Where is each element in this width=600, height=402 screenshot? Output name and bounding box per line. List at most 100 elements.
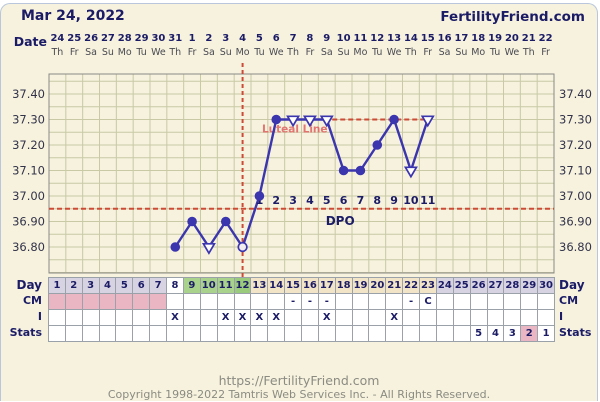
- i-cell-day-15[interactable]: [285, 310, 302, 326]
- cm-cell-day-15[interactable]: -: [285, 294, 302, 310]
- cm-cell-day-11[interactable]: [217, 294, 235, 310]
- cm-cell-day-4[interactable]: [99, 294, 117, 310]
- stats-cell-day-23[interactable]: [420, 326, 437, 342]
- stats-cell-day-19[interactable]: [352, 326, 370, 342]
- temp-point-day-12[interactable]: [237, 241, 248, 253]
- temp-point-day-9[interactable]: [187, 216, 197, 227]
- day-cell-day-16[interactable]: 16: [302, 278, 319, 294]
- day-cell-day-11[interactable]: 11: [217, 278, 235, 294]
- cm-cell-day-13[interactable]: [251, 294, 269, 310]
- stats-cell-day-5[interactable]: [116, 326, 134, 342]
- i-cell-day-20[interactable]: [369, 310, 387, 326]
- i-cell-day-23[interactable]: [420, 310, 437, 326]
- i-cell-day-11[interactable]: X: [217, 310, 235, 326]
- stats-cell-day-12[interactable]: [234, 326, 252, 342]
- i-cell-day-7[interactable]: [150, 310, 168, 326]
- cm-cell-day-26[interactable]: [470, 294, 488, 310]
- cm-cell-day-10[interactable]: [200, 294, 218, 310]
- stats-cell-day-28[interactable]: 3: [504, 326, 522, 342]
- cm-cell-day-27[interactable]: [487, 294, 505, 310]
- day-cell-day-23[interactable]: 23: [420, 278, 437, 294]
- stats-cell-day-18[interactable]: [335, 326, 353, 342]
- stats-cell-day-25[interactable]: [453, 326, 471, 342]
- temp-point-day-22[interactable]: [403, 166, 418, 179]
- i-cell-day-29[interactable]: [521, 310, 539, 326]
- temp-point-day-18[interactable]: [338, 165, 349, 176]
- stats-cell-day-29[interactable]: 2: [521, 326, 539, 342]
- cm-cell-day-19[interactable]: [352, 294, 370, 310]
- i-cell-day-10[interactable]: [200, 310, 218, 326]
- day-cell-day-19[interactable]: 19: [352, 278, 370, 294]
- i-cell-day-2[interactable]: [65, 310, 83, 326]
- i-cell-day-17[interactable]: X: [318, 310, 336, 326]
- cm-cell-day-23[interactable]: C: [420, 294, 437, 310]
- day-cell-day-25[interactable]: 25: [453, 278, 471, 294]
- temp-point-day-10[interactable]: [201, 242, 216, 255]
- cm-cell-day-22[interactable]: -: [403, 294, 421, 310]
- i-cell-day-27[interactable]: [487, 310, 505, 326]
- i-cell-day-22[interactable]: [403, 310, 421, 326]
- temp-point-day-17[interactable]: [319, 115, 334, 128]
- day-cell-day-27[interactable]: 27: [487, 278, 505, 294]
- day-cell-day-6[interactable]: 6: [133, 278, 151, 294]
- stats-cell-day-27[interactable]: 4: [487, 326, 505, 342]
- stats-cell-day-8[interactable]: [167, 326, 184, 342]
- cm-cell-day-18[interactable]: [335, 294, 353, 310]
- cm-cell-day-28[interactable]: [504, 294, 522, 310]
- day-cell-day-5[interactable]: 5: [116, 278, 134, 294]
- i-cell-day-21[interactable]: X: [386, 310, 404, 326]
- cm-cell-day-3[interactable]: [82, 294, 100, 310]
- stats-cell-day-1[interactable]: [49, 326, 66, 342]
- i-cell-day-6[interactable]: [133, 310, 151, 326]
- stats-cell-day-10[interactable]: [200, 326, 218, 342]
- i-cell-day-28[interactable]: [504, 310, 522, 326]
- i-cell-day-5[interactable]: [116, 310, 134, 326]
- day-cell-day-18[interactable]: 18: [335, 278, 353, 294]
- cm-cell-day-14[interactable]: [268, 294, 286, 310]
- stats-cell-day-16[interactable]: [302, 326, 319, 342]
- day-cell-day-30[interactable]: 30: [538, 278, 555, 294]
- stats-cell-day-22[interactable]: [403, 326, 421, 342]
- cm-cell-day-21[interactable]: [386, 294, 404, 310]
- stats-cell-day-14[interactable]: [268, 326, 286, 342]
- cm-cell-day-24[interactable]: [436, 294, 454, 310]
- day-cell-day-1[interactable]: 1: [49, 278, 66, 294]
- stats-cell-day-6[interactable]: [133, 326, 151, 342]
- i-cell-day-16[interactable]: [302, 310, 319, 326]
- day-cell-day-9[interactable]: 9: [183, 278, 201, 294]
- cm-cell-day-7[interactable]: [150, 294, 168, 310]
- stats-cell-day-4[interactable]: [99, 326, 117, 342]
- i-cell-day-14[interactable]: X: [268, 310, 286, 326]
- cm-cell-day-1[interactable]: [49, 294, 66, 310]
- temp-point-day-21[interactable]: [389, 114, 399, 125]
- stats-cell-day-7[interactable]: [150, 326, 168, 342]
- temp-point-day-19[interactable]: [355, 165, 366, 176]
- temp-point-day-14[interactable]: [271, 114, 282, 125]
- day-cell-day-7[interactable]: 7: [150, 278, 168, 294]
- i-cell-day-24[interactable]: [436, 310, 454, 326]
- stats-cell-day-3[interactable]: [82, 326, 100, 342]
- day-cell-day-28[interactable]: 28: [504, 278, 522, 294]
- day-cell-day-14[interactable]: 14: [268, 278, 286, 294]
- stats-cell-day-15[interactable]: [285, 326, 302, 342]
- i-cell-day-25[interactable]: [453, 310, 471, 326]
- stats-cell-day-20[interactable]: [369, 326, 387, 342]
- day-cell-day-26[interactable]: 26: [470, 278, 488, 294]
- i-cell-day-13[interactable]: X: [251, 310, 269, 326]
- day-cell-day-4[interactable]: 4: [99, 278, 117, 294]
- day-cell-day-20[interactable]: 20: [369, 278, 387, 294]
- i-cell-day-4[interactable]: [99, 310, 117, 326]
- day-cell-day-13[interactable]: 13: [251, 278, 269, 294]
- stats-cell-day-11[interactable]: [217, 326, 235, 342]
- i-cell-day-8[interactable]: X: [167, 310, 184, 326]
- stats-cell-day-24[interactable]: [436, 326, 454, 342]
- temp-point-day-11[interactable]: [220, 216, 231, 227]
- footer-url[interactable]: https://FertilityFriend.com: [218, 373, 380, 388]
- temp-point-day-8[interactable]: [170, 242, 181, 252]
- cm-cell-day-12[interactable]: [234, 294, 252, 310]
- i-cell-day-30[interactable]: [538, 310, 555, 326]
- day-cell-day-21[interactable]: 21: [386, 278, 404, 294]
- cm-cell-day-2[interactable]: [65, 294, 83, 310]
- i-cell-day-26[interactable]: [470, 310, 488, 326]
- day-cell-day-2[interactable]: 2: [65, 278, 83, 294]
